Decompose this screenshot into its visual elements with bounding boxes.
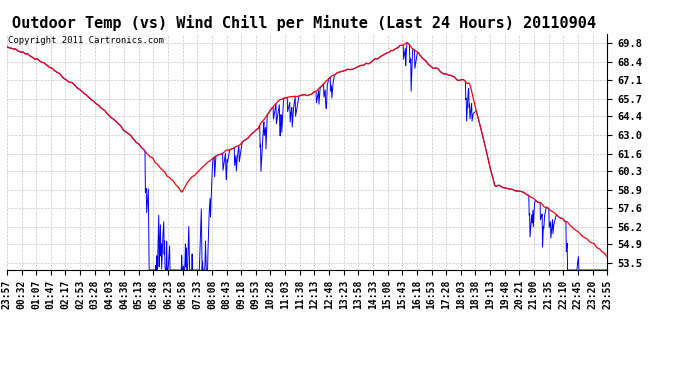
Text: Outdoor Temp (vs) Wind Chill per Minute (Last 24 Hours) 20110904: Outdoor Temp (vs) Wind Chill per Minute … xyxy=(12,15,595,31)
Text: Copyright 2011 Cartronics.com: Copyright 2011 Cartronics.com xyxy=(8,36,164,45)
